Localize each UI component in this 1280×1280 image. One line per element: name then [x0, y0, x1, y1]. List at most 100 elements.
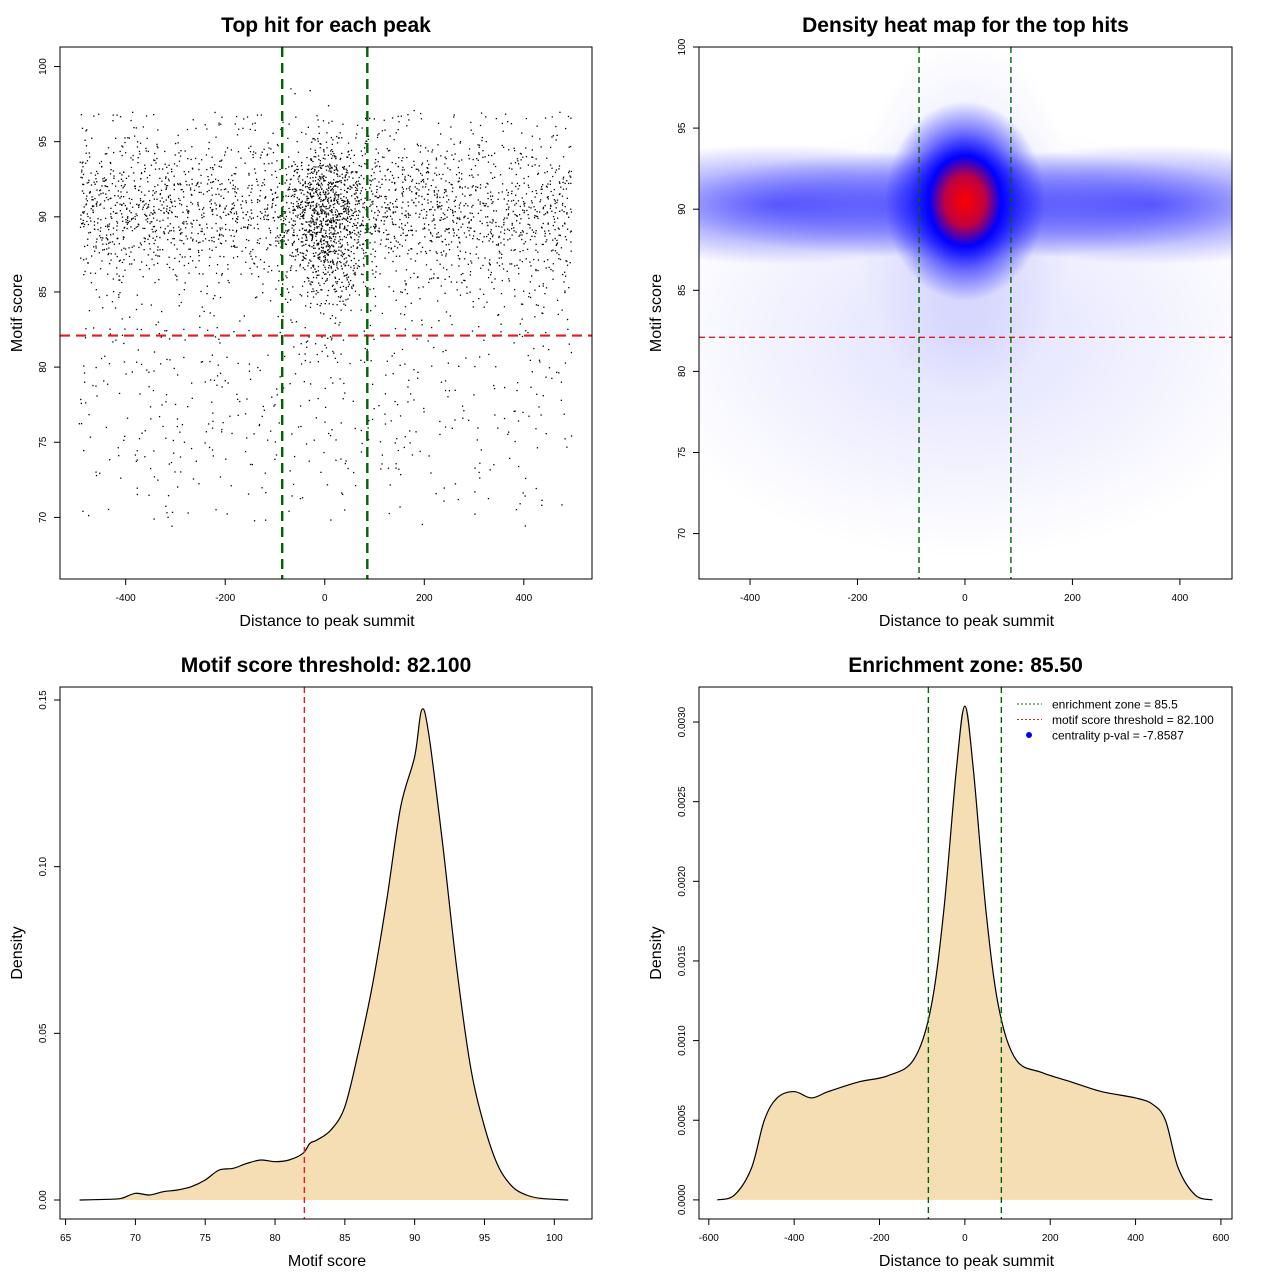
scatter-point	[511, 224, 513, 226]
scatter-point	[313, 224, 316, 226]
scatter-point	[356, 267, 358, 269]
scatter-point	[297, 254, 299, 256]
scatter-point	[293, 240, 295, 243]
scatter-point	[297, 203, 299, 205]
scatter-point	[146, 137, 148, 139]
scatter-point	[191, 232, 193, 234]
scatter-point	[123, 202, 125, 205]
scatter-point	[522, 209, 524, 211]
scatter-point	[101, 239, 103, 241]
scatter-point	[558, 165, 561, 167]
scatter-point	[446, 150, 448, 152]
scatter-point	[215, 246, 217, 248]
scatter-point	[413, 109, 415, 112]
scatter-point	[154, 231, 156, 233]
scatter-point	[326, 213, 328, 215]
scatter-point	[236, 246, 238, 248]
scatter-point	[457, 255, 459, 257]
scatter-point	[313, 232, 316, 234]
scatter-point	[116, 212, 118, 214]
scatter-point	[94, 183, 96, 185]
y-tick-label: 0.0000	[677, 1184, 688, 1215]
scatter-point	[352, 215, 354, 217]
scatter-point	[230, 149, 232, 151]
scatter-point	[169, 359, 171, 361]
scatter-point	[332, 139, 334, 141]
scatter-point	[329, 220, 331, 222]
scatter-point	[323, 151, 325, 153]
scatter-point	[418, 182, 420, 185]
scatter-point	[381, 463, 383, 465]
scatter-point	[467, 217, 469, 219]
scatter-point	[130, 251, 132, 253]
scatter-point	[335, 209, 337, 211]
scatter-point	[267, 271, 269, 273]
scatter-point	[325, 241, 327, 243]
y-tick-label: 0.0015	[677, 945, 688, 976]
scatter-point	[493, 163, 495, 165]
scatter-point	[311, 237, 313, 240]
scatter-point	[552, 249, 554, 251]
scatter-point	[270, 188, 272, 191]
scatter-point	[326, 188, 328, 190]
scatter-point	[369, 324, 372, 327]
scatter-point	[487, 269, 490, 271]
scatter-point	[378, 197, 380, 199]
scatter-point	[350, 266, 352, 268]
scatter-point	[150, 418, 152, 420]
scatter-point	[116, 267, 118, 269]
scatter-point	[183, 441, 186, 443]
scatter-point	[181, 222, 184, 224]
scatter-point	[123, 227, 125, 229]
scatter-point	[442, 351, 444, 353]
scatter-point	[327, 219, 329, 221]
scatter-point	[204, 124, 206, 126]
scatter-point	[503, 146, 505, 148]
scatter-point	[402, 195, 404, 197]
scatter-point	[450, 138, 452, 140]
scatter-point	[134, 218, 136, 220]
scatter-point	[405, 210, 407, 212]
scatter-point	[304, 212, 306, 214]
scatter-point	[219, 205, 221, 207]
scatter-point	[398, 157, 400, 159]
scatter-point	[291, 433, 293, 435]
scatter-point	[324, 387, 326, 390]
scatter-point	[413, 272, 415, 274]
scatter-point	[325, 194, 327, 196]
scatter-point	[492, 234, 494, 236]
scatter-point	[336, 210, 339, 212]
scatter-point	[442, 173, 444, 176]
scatter-point	[437, 190, 440, 192]
scatter-point	[510, 200, 513, 202]
scatter-point	[280, 254, 282, 256]
scatter-point	[319, 162, 321, 165]
scatter-point	[298, 238, 300, 240]
scatter-point	[330, 137, 333, 139]
scatter-point	[508, 278, 510, 280]
scatter-point	[215, 193, 217, 196]
scatter-point	[303, 381, 305, 383]
scatter-point	[401, 348, 404, 351]
scatter-point	[565, 239, 568, 241]
scatter-point	[309, 201, 311, 204]
scatter-point	[448, 249, 451, 251]
scatter-point	[293, 190, 295, 193]
scatter-point	[379, 441, 382, 443]
scatter-point	[176, 275, 178, 277]
scatter-point	[352, 245, 354, 247]
scatter-point	[227, 213, 229, 215]
scatter-point	[378, 230, 381, 232]
scatter-point	[331, 210, 333, 212]
scatter-point	[563, 222, 566, 224]
scatter-point	[261, 487, 263, 489]
scatter-point	[156, 198, 158, 200]
scatter-point	[142, 276, 144, 278]
scatter-point	[275, 197, 278, 199]
scatter-point	[249, 267, 251, 269]
scatter-point	[487, 233, 489, 236]
scatter-point	[451, 264, 453, 266]
scatter-point	[113, 175, 115, 177]
scatter-point	[353, 257, 355, 260]
scatter-point	[345, 218, 347, 220]
